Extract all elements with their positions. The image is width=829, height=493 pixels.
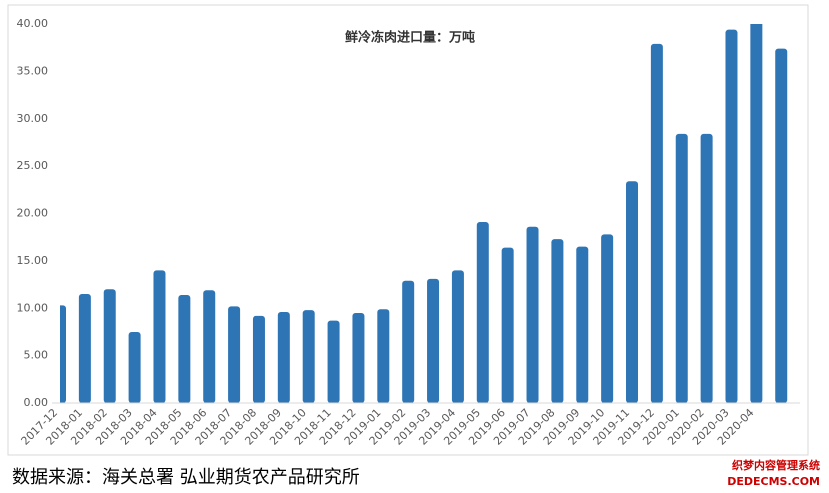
y-tick-label: 35.00: [17, 64, 49, 77]
bar: [775, 48, 788, 403]
bar: [402, 280, 415, 403]
y-tick-label: 40.00: [17, 17, 49, 30]
y-tick-label: 10.00: [17, 301, 49, 314]
bar: [501, 247, 514, 403]
y-tick-label: 30.00: [17, 112, 49, 125]
bar: [576, 246, 589, 403]
bar: [601, 234, 614, 403]
y-tick-label: 5.00: [24, 349, 49, 362]
bar: [750, 24, 763, 403]
watermark: 织梦内容管理系统: [732, 458, 820, 472]
bar: [700, 133, 713, 403]
bar: [60, 305, 66, 403]
chart-title: 鲜冷冻肉进口量：万吨: [345, 30, 475, 46]
bar: [451, 270, 464, 403]
y-tick-label: 0.00: [24, 396, 49, 409]
source: 数据来源：海关总署 弘业期货农产品研究所: [12, 467, 360, 488]
bar: [476, 222, 489, 403]
watermark: DEDECMS.COM: [727, 475, 820, 488]
bar: [302, 310, 315, 403]
bar: [352, 312, 365, 403]
y-tick-label: 25.00: [17, 159, 49, 172]
y-tick-label: 20.00: [17, 207, 49, 220]
bar: [178, 294, 191, 403]
bar: [153, 270, 166, 403]
bar: [377, 309, 390, 403]
bar: [203, 290, 216, 403]
bar: [526, 226, 539, 403]
bar: [650, 43, 663, 404]
y-tick-label: 15.00: [17, 254, 49, 267]
bar: [228, 306, 241, 403]
bar: [427, 278, 440, 403]
bar: [128, 331, 141, 403]
bar: [626, 181, 639, 403]
bar: [675, 133, 688, 403]
bar: [725, 29, 738, 404]
bar: [252, 315, 265, 403]
bar: [327, 320, 340, 403]
bars: [60, 24, 788, 404]
bar: [277, 312, 290, 403]
bar: [551, 239, 564, 403]
bar: [103, 289, 116, 403]
bar: [78, 294, 91, 403]
